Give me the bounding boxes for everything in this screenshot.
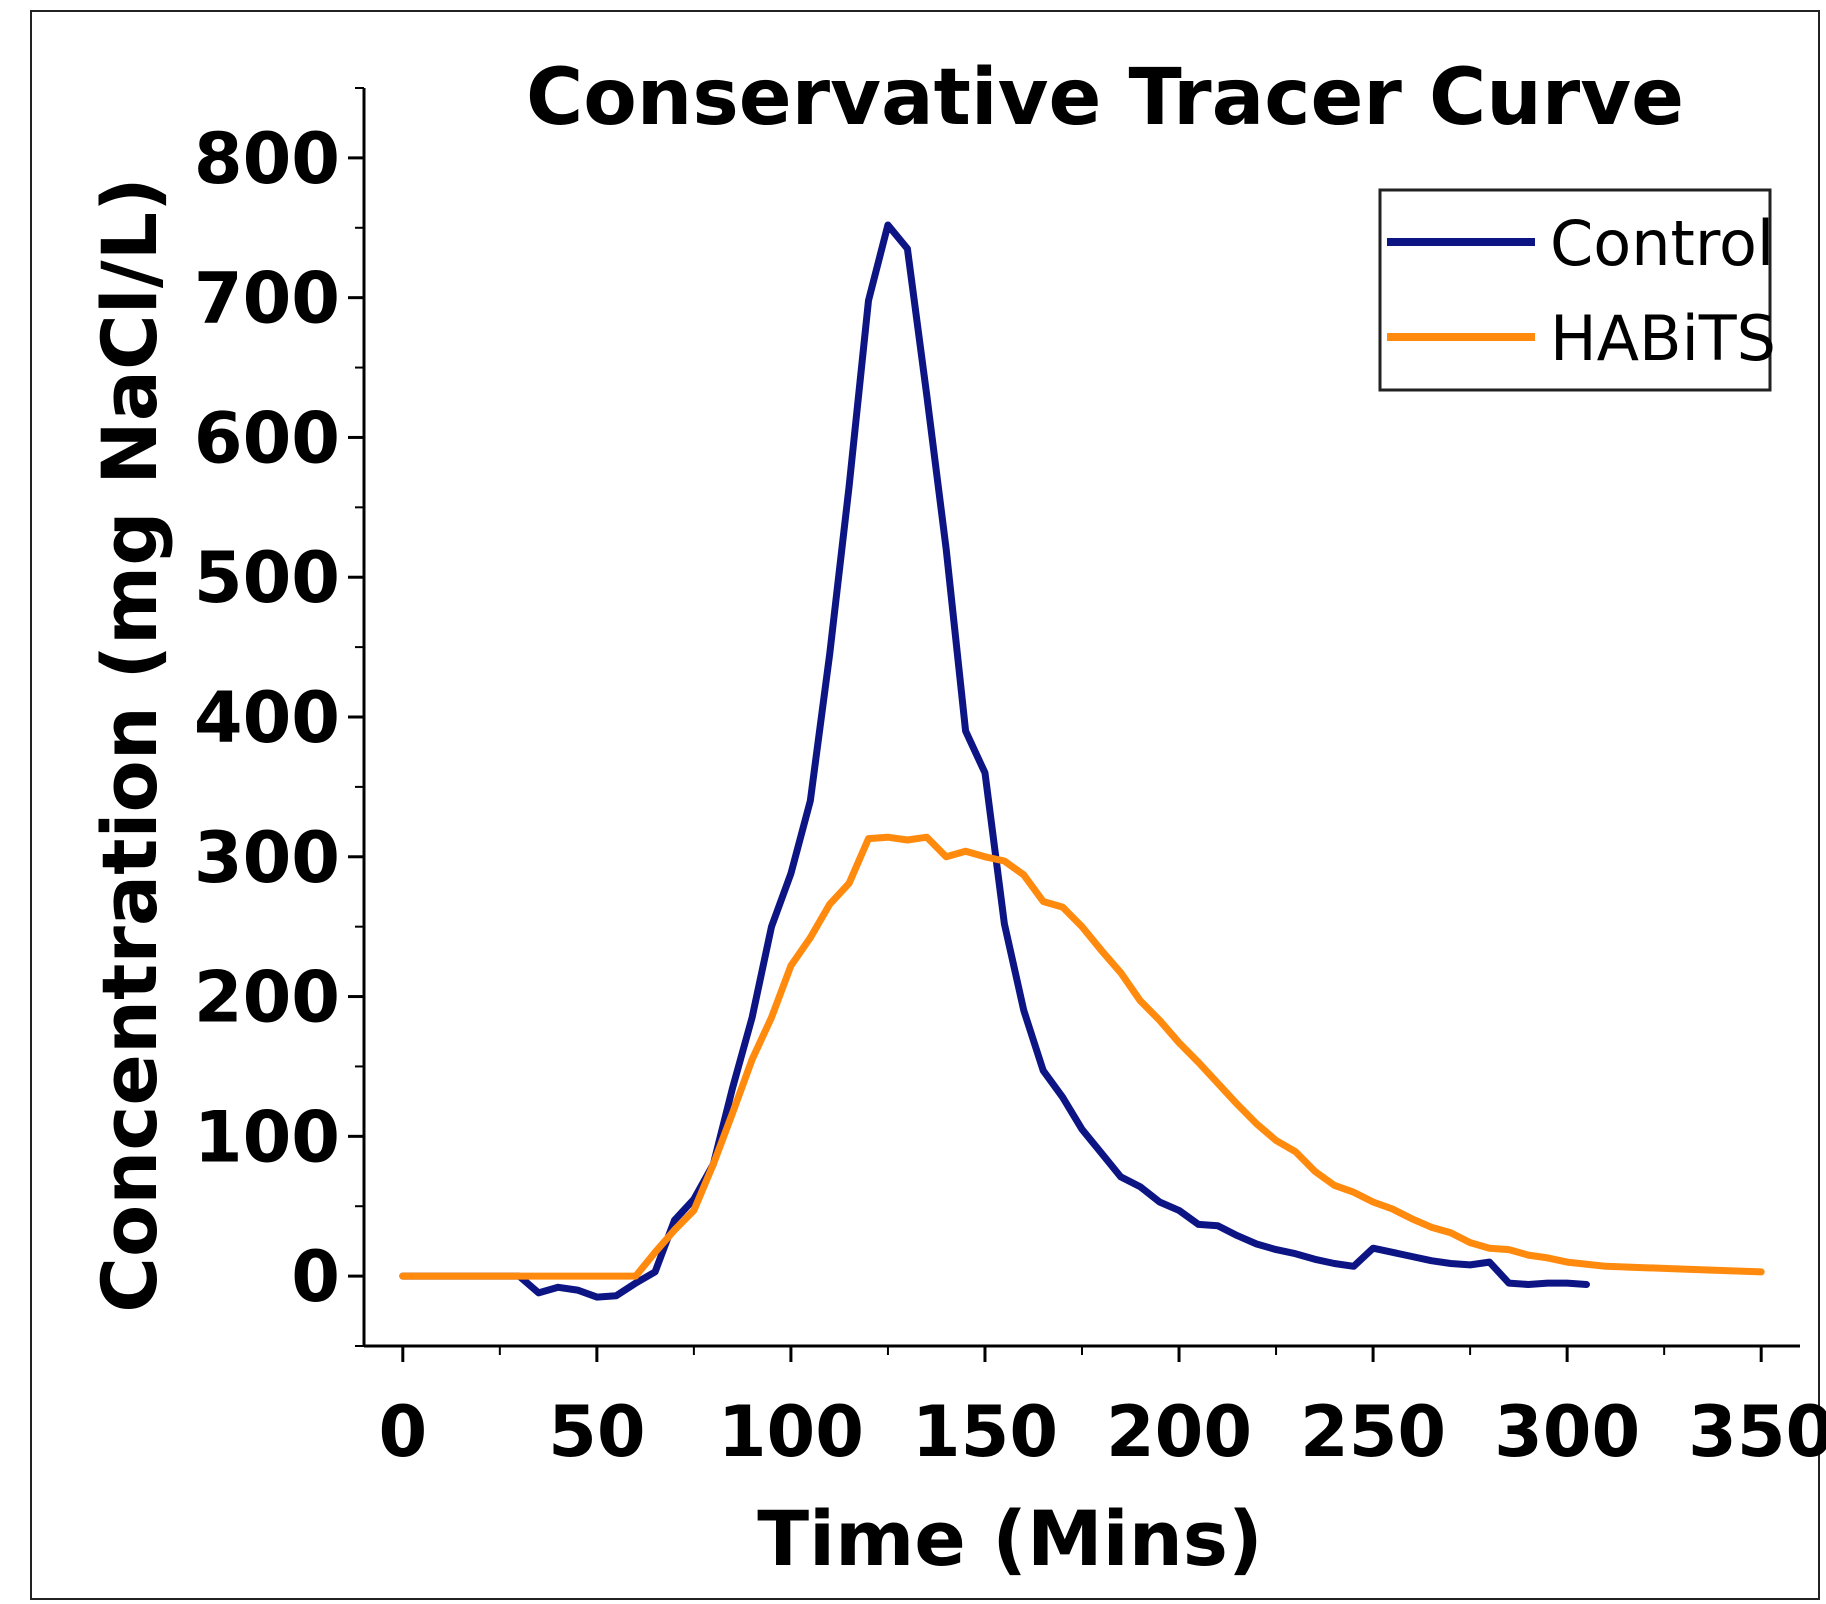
y-tick-label: 600 [194, 397, 340, 479]
x-tick-label: 300 [1494, 1391, 1640, 1473]
x-tick-label: 200 [1106, 1391, 1252, 1473]
legend-label-habits: HABiTS [1550, 302, 1776, 375]
series-line-control [399, 221, 1590, 1301]
y-tick-label: 0 [291, 1236, 340, 1318]
x-tick-label: 50 [548, 1391, 645, 1473]
y-axis-title: Concentration (mg NaCl/L) [85, 177, 174, 1312]
x-tick-label: 250 [1300, 1391, 1446, 1473]
axes: 0 50 100 150 200 250 300 350 0 100 200 300 400 500 600… [194, 87, 1826, 1473]
x-tick-label: 100 [718, 1391, 864, 1473]
legend: Control HABiTS [1378, 188, 1776, 392]
y-tick-label: 200 [194, 957, 340, 1039]
x-axis-title: Time (Mins) [757, 1494, 1263, 1583]
y-tick-label: 100 [194, 1096, 340, 1178]
series-line-habits [399, 833, 1765, 1280]
x-tick-label: 350 [1688, 1391, 1826, 1473]
y-tick-label: 500 [194, 537, 340, 619]
legend-box [1378, 188, 1772, 392]
x-tick-label: 0 [378, 1391, 427, 1473]
series-layer [399, 221, 1765, 1301]
x-tick-label: 150 [912, 1391, 1058, 1473]
legend-label-control: Control [1550, 207, 1774, 280]
y-tick-label: 700 [194, 258, 340, 340]
chart-title: Conservative Tracer Curve [526, 53, 1684, 143]
y-tick-label: 800 [194, 118, 340, 200]
y-tick-label: 300 [194, 817, 340, 899]
y-tick-label: 400 [194, 677, 340, 759]
